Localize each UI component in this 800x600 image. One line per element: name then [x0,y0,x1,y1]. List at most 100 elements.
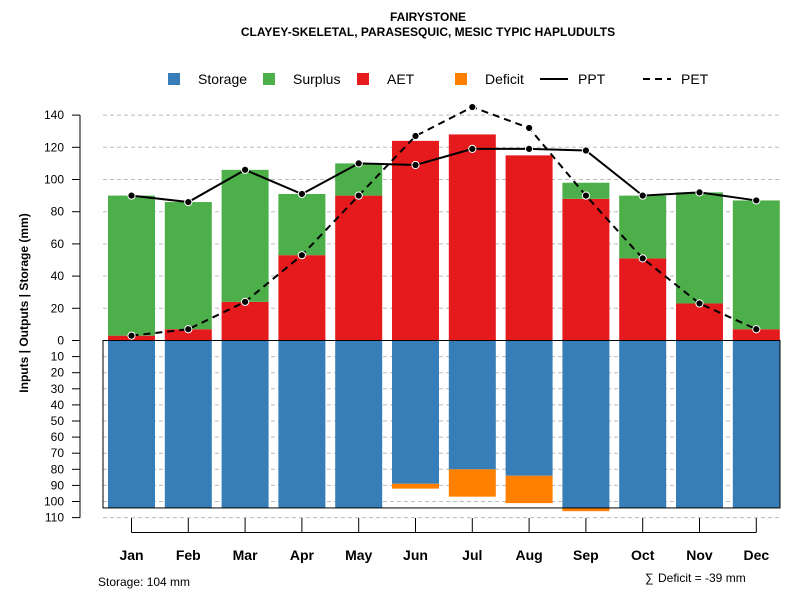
ppt-line [131,147,757,204]
pet-point [354,191,363,200]
x-tick-label: Jan [119,547,143,563]
storage-bar [221,340,269,508]
x-tick-label: Mar [233,547,258,563]
pet-point [411,131,420,141]
surplus-bar [108,195,155,336]
pet-line [131,105,757,337]
deficit-bar [562,507,610,512]
pet-point [638,254,647,263]
aet-bar [562,198,610,341]
aet-bar [505,155,553,341]
deficit-sum-symbol: ∑ [645,571,654,585]
surplus-bar [732,200,780,330]
x-tick-label: Nov [686,547,713,563]
ppt-point [241,165,250,174]
surplus-bar [562,182,610,199]
y-tick-label: 60 [51,430,65,444]
y-tick-label: 100 [44,173,64,187]
storage-bar [335,340,383,508]
legend-label: Deficit [485,71,524,87]
x-tick-label: Sep [573,547,599,563]
deficit-bar [448,469,496,497]
x-tick-label: Aug [515,547,542,563]
y-axis-label: Inputs | Outputs | Storage (mm) [17,213,31,392]
storage-bar [676,340,723,508]
pet-point [468,102,477,112]
aet-bar [164,329,212,341]
chart-subtitle: CLAYEY-SKELETAL, PARASESQUIC, MESIC TYPI… [241,25,615,39]
aet-bar [732,329,780,341]
pet-point [184,325,193,334]
y-tick-label: 20 [51,366,65,380]
surplus-bar [278,193,326,256]
x-tick-label: Feb [176,547,201,563]
x-tick-label: Oct [631,547,655,563]
x-tick-label: Apr [290,547,315,563]
y-tick-label: 0 [57,334,64,348]
ppt-point [468,144,477,154]
lines [127,102,761,340]
storage-capacity-box [102,340,781,509]
storage-bar [164,340,212,508]
aet-bar [448,134,496,341]
aet-bar [676,303,723,341]
bars [102,134,781,512]
x-tick-label: Jul [462,547,482,563]
legend-swatch [168,73,180,85]
y-tick-label: 80 [51,205,65,219]
ppt-point [695,188,704,197]
surplus-bar [676,192,723,304]
surplus-bar [164,202,212,330]
y-tick-label: 120 [44,140,64,154]
y-tick-label: 40 [51,269,65,283]
ppt-point [354,159,363,168]
aet-bar [221,301,269,341]
storage-note: Storage: 104 mm [98,575,190,589]
ppt-point [638,191,647,200]
chart-title: FAIRYSTONE [390,10,466,24]
legend-swatch [357,73,369,85]
storage-bar [505,340,553,476]
legend-label: PPT [578,71,606,87]
surplus-bar [221,169,269,302]
gridlines [103,114,780,519]
legend-label: AET [387,71,415,87]
axes: 0 20 40 60 80 100 120 140 10 20 30 40 50 60 70 80 90 100 1… [44,108,769,563]
ppt-point [184,197,193,207]
ppt-point [297,189,306,199]
ppt-point [752,196,761,205]
aet-bar [392,140,439,341]
storage-bar [392,340,439,484]
legend-swatch [263,73,275,85]
y-tick-label: 30 [51,382,65,396]
y-tick-label: 90 [51,478,65,492]
deficit-bar [505,475,553,504]
legend-label: Surplus [293,71,340,87]
legend: Storage Surplus AET Deficit PPT PET [168,71,709,87]
legend-swatch [455,73,467,85]
y-tick-label: 80 [51,462,65,476]
x-tick-label: May [345,547,372,563]
ppt-point [411,160,420,170]
pet-point [241,297,250,306]
storage-bar [562,340,610,508]
aet-bar [278,255,326,341]
storage-bar [278,340,326,508]
y-tick-label: 60 [51,237,65,251]
ppt-point [581,146,591,155]
y-tick-label: 70 [51,446,65,460]
y-tick-label: 110 [45,511,64,525]
pet-point [581,191,591,200]
deficit-note: Deficit = -39 mm [658,571,746,585]
storage-bar [619,340,667,508]
x-tick-label: Jun [403,547,428,563]
ppt-point [525,144,534,154]
legend-label: Storage [198,71,247,87]
storage-bar [448,340,496,470]
ppt-point [127,191,136,200]
x-tick-label: Dec [743,547,769,563]
pet-point [297,251,306,260]
y-tick-label: 140 [44,108,64,122]
y-tick-label: 50 [51,414,65,428]
